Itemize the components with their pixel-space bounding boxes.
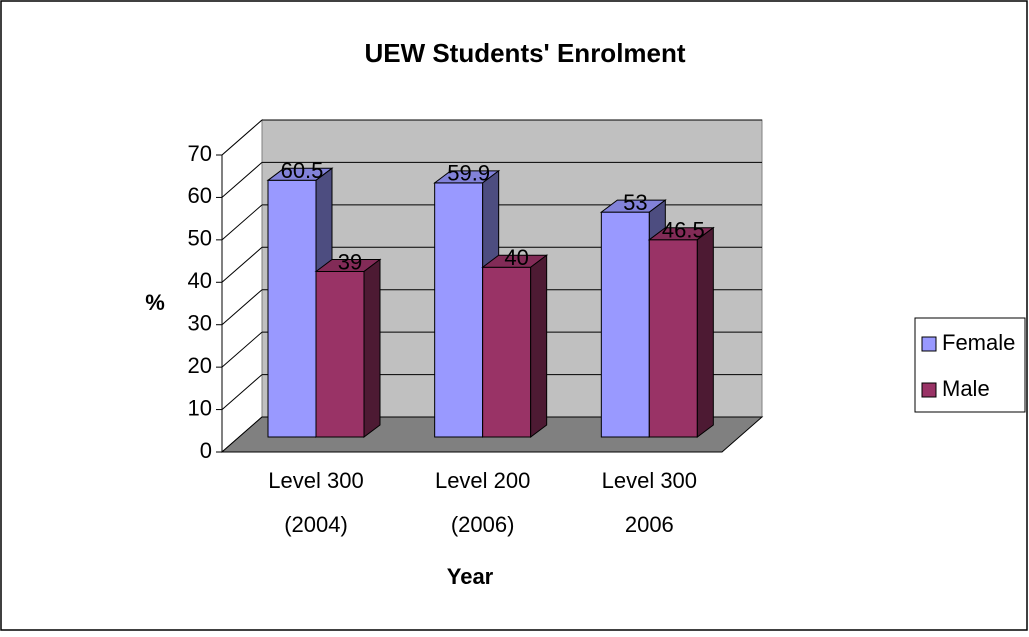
data-label: 46.5 (662, 218, 705, 243)
bar-side (363, 258, 381, 438)
y-tick-label: 70 (188, 141, 212, 166)
grid-line (221, 374, 263, 410)
bar (314, 258, 382, 438)
grid-line (221, 204, 263, 241)
grid-line (221, 162, 263, 198)
grid-line (221, 289, 263, 326)
x-tick-label: Level 300 (602, 468, 697, 493)
legend-label: Female (942, 330, 1015, 355)
bar-front (267, 179, 317, 438)
data-label: 60.5 (281, 158, 324, 183)
bar-front (600, 211, 650, 438)
side-wall (221, 118, 263, 454)
y-tick-label: 50 (188, 226, 212, 251)
bar (647, 226, 715, 438)
x-tick-label: Level 300 (268, 468, 363, 493)
grid-line (221, 331, 263, 368)
bar-front (482, 266, 532, 438)
y-tick-label: 40 (188, 268, 212, 293)
legend-swatch (921, 336, 937, 352)
x-tick-label: Level 200 (435, 468, 530, 493)
data-label: 40 (504, 245, 528, 270)
bar-front (434, 182, 484, 438)
bar-front (315, 271, 365, 438)
data-label: 59.9 (447, 161, 490, 186)
x-tick-label: (2006) (451, 512, 515, 537)
y-axis-label: % (145, 290, 165, 315)
y-tick-label: 10 (188, 395, 212, 420)
data-label: 39 (338, 249, 362, 274)
y-tick-label: 60 (188, 183, 212, 208)
y-tick-label: 0 (200, 438, 212, 463)
grid-line (221, 246, 263, 283)
legend-label: Male (942, 376, 990, 401)
bar-front (648, 239, 698, 438)
y-tick-label: 20 (188, 353, 212, 378)
legend-swatch (921, 382, 937, 398)
x-tick-label: (2004) (284, 512, 348, 537)
bar-side (696, 226, 714, 438)
chart-title: UEW Students' Enrolment (364, 38, 685, 68)
data-label: 53 (623, 190, 647, 215)
bar (481, 254, 549, 438)
y-tick-label: 30 (188, 311, 212, 336)
bar-side (530, 254, 548, 438)
x-axis-label: Year (447, 564, 494, 589)
x-tick-label: 2006 (625, 512, 674, 537)
grid-line (221, 119, 263, 156)
